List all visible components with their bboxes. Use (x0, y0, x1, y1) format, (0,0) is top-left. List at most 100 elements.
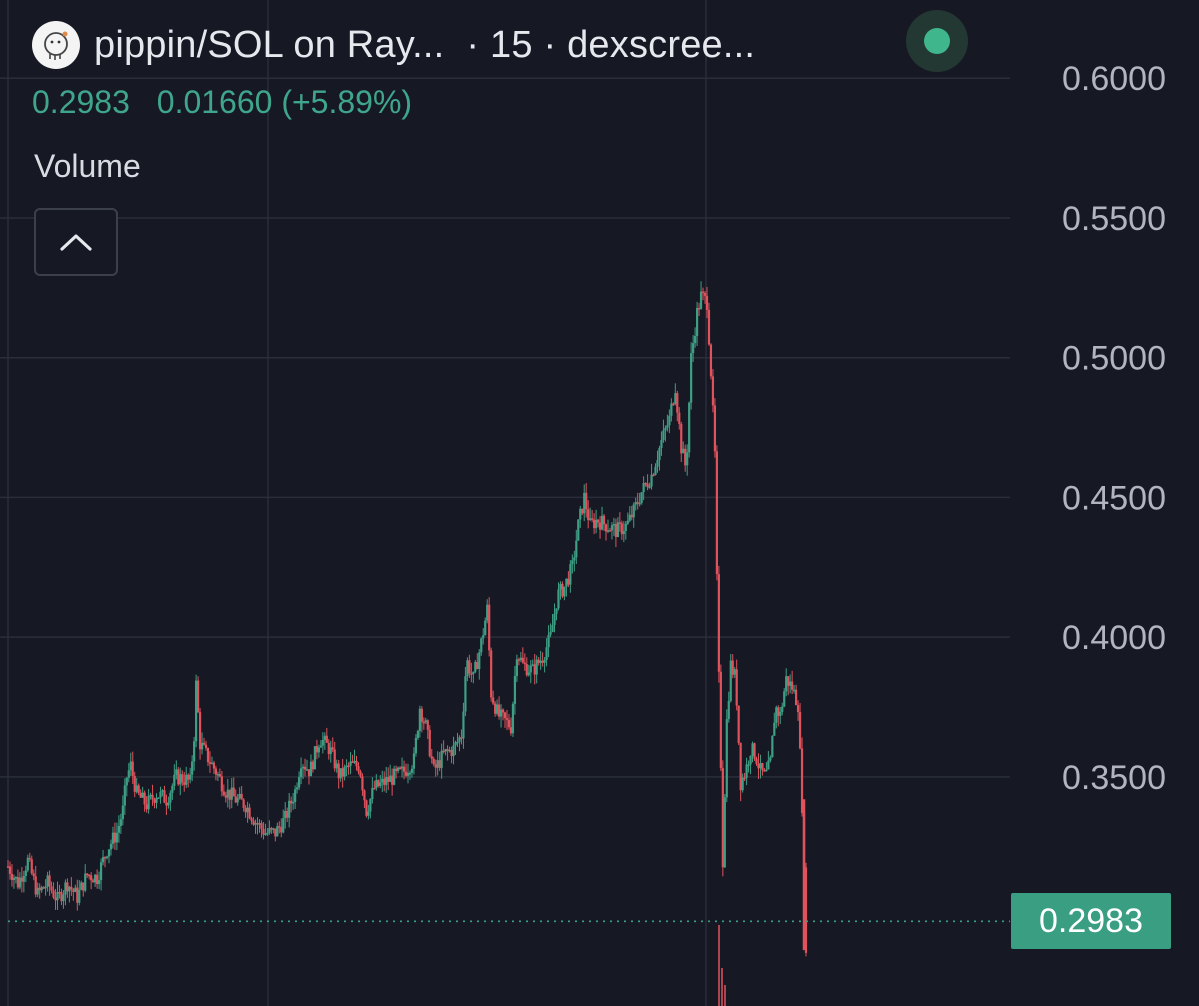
candle-body (751, 743, 754, 756)
candle-body (246, 807, 249, 813)
candle-body (96, 874, 99, 885)
candle-body (62, 894, 65, 902)
candle-body (319, 745, 322, 748)
candle-body (452, 745, 455, 757)
candle-body (757, 763, 760, 769)
candle-body (210, 762, 214, 765)
candle-body (662, 430, 665, 441)
candle-body (311, 761, 315, 770)
candle-body (547, 634, 550, 648)
candle-body (406, 772, 410, 776)
candle-body (630, 514, 633, 518)
candle-body (610, 525, 614, 531)
candle-body (787, 676, 790, 686)
candle-body (416, 731, 419, 738)
candle-body (725, 719, 728, 798)
candle-body (224, 795, 227, 798)
candle-body (642, 482, 645, 493)
candle-body (478, 652, 481, 670)
candle-body (501, 709, 505, 713)
candle-body (472, 671, 475, 674)
candle-body (581, 508, 584, 514)
candle-body (608, 530, 612, 532)
candle-body (276, 826, 279, 837)
candle-body (486, 604, 489, 621)
candle-body (375, 780, 378, 789)
candle-body (351, 761, 354, 763)
candle-body (513, 676, 517, 704)
candle-body (634, 502, 637, 505)
candle-body (723, 797, 726, 868)
candle-body (412, 753, 416, 769)
candle-body (92, 880, 95, 883)
collapse-button[interactable] (34, 208, 118, 276)
candle-body (450, 749, 453, 757)
candle-body (727, 701, 730, 720)
candle-body (517, 659, 520, 661)
candle-body (139, 792, 142, 798)
candle-body (507, 719, 511, 728)
candle-body (545, 647, 548, 660)
candle-body (735, 669, 738, 706)
price-axis[interactable]: 0.3500 0.4000 0.4500 0.5000 0.5500 0.6000 (1062, 60, 1166, 797)
candle-body (317, 747, 320, 753)
candle-body (313, 746, 317, 770)
live-status-dot-icon[interactable] (906, 10, 968, 72)
candle-body (389, 775, 392, 782)
candle-body (309, 761, 313, 777)
candle-body (396, 767, 400, 771)
candle-body (680, 423, 683, 454)
candle-body (101, 857, 105, 863)
candle-body (543, 659, 546, 663)
candle-body (175, 769, 178, 775)
candle-body (240, 793, 243, 800)
candle-body (177, 769, 180, 785)
candle-body (264, 833, 267, 835)
candle-body (497, 704, 501, 717)
candle-body (804, 867, 808, 953)
candle-body (775, 707, 778, 723)
candle-body (250, 818, 253, 821)
candle-body (349, 761, 352, 766)
candle-body (252, 820, 255, 825)
candle-body (355, 760, 358, 767)
candle-body (163, 790, 166, 803)
candle-body (575, 540, 578, 558)
candle-body (254, 823, 257, 825)
candle-body (454, 742, 457, 746)
candle-body (701, 291, 705, 294)
candle-body (553, 613, 556, 625)
candle-body (196, 680, 200, 713)
candle-body (8, 866, 12, 874)
candle-body (600, 515, 604, 530)
candle-body (12, 877, 16, 881)
candle-body (97, 880, 101, 885)
candle-body (644, 482, 647, 485)
candle-body (145, 804, 148, 810)
candle-body (64, 882, 67, 895)
candle-body (387, 777, 390, 782)
candle-body (6, 866, 10, 868)
candle-body (589, 518, 592, 521)
candle-body (135, 785, 138, 792)
candle-body (569, 564, 572, 585)
candle-body (771, 735, 774, 758)
candle-body (369, 799, 372, 812)
candle-body (133, 775, 136, 792)
candle-body (434, 764, 437, 768)
candle-body (676, 393, 679, 413)
candle-body (614, 524, 618, 538)
candle-body (297, 777, 301, 788)
candle-body (678, 412, 681, 424)
candle-body (88, 874, 91, 877)
candle-body (767, 760, 770, 770)
candle-body (191, 761, 194, 775)
candle-body (181, 774, 184, 783)
candle-body (650, 474, 653, 487)
candle-body (123, 785, 126, 806)
candle-body (90, 875, 93, 881)
candle-body (282, 818, 285, 833)
candle-body (499, 709, 503, 717)
candle-body (155, 797, 158, 803)
